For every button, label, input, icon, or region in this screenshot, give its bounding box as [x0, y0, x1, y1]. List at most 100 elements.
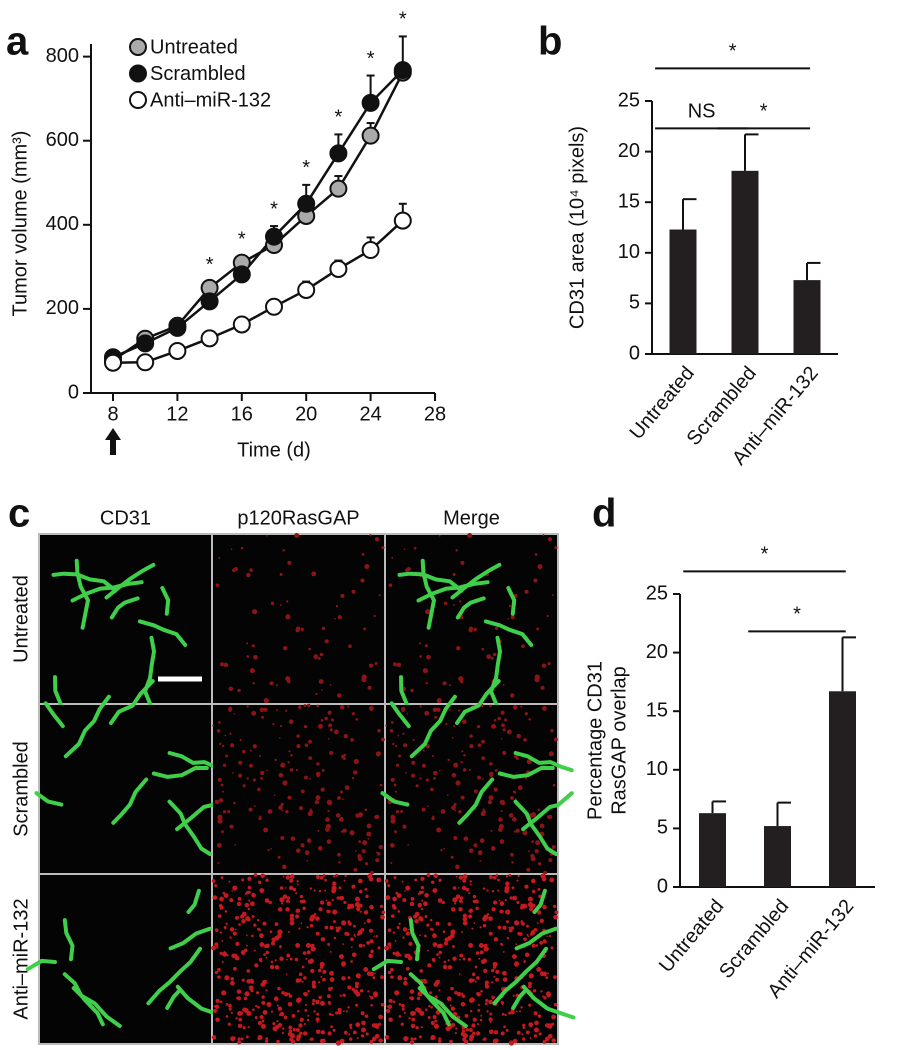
red-signal: [415, 1026, 419, 1030]
red-signal: [436, 827, 442, 833]
red-signal: [241, 978, 245, 982]
y-axis-label: Tumor volume (mm³): [9, 131, 31, 317]
red-signal: [332, 1028, 336, 1032]
red-signal: [533, 927, 538, 932]
red-signal: [443, 847, 445, 850]
red-signal: [259, 933, 264, 939]
red-signal: [332, 909, 338, 915]
red-signal: [223, 926, 227, 929]
red-signal: [265, 989, 268, 992]
red-signal: [517, 874, 520, 878]
data-point: [232, 265, 251, 284]
red-signal: [510, 796, 514, 800]
significance-star: *: [270, 198, 278, 220]
red-signal: [539, 918, 544, 923]
red-signal: [279, 897, 285, 903]
red-signal: [430, 1020, 435, 1026]
red-signal: [533, 578, 538, 583]
red-signal: [318, 723, 324, 729]
green-vessel: [63, 694, 111, 759]
red-signal: [250, 901, 255, 907]
red-signal: [307, 990, 310, 993]
red-signal: [328, 723, 332, 728]
red-signal: [360, 1034, 365, 1038]
red-signal: [369, 995, 371, 998]
red-signal: [479, 926, 482, 929]
red-signal: [381, 546, 385, 550]
red-signal: [211, 879, 216, 883]
red-signal: [489, 762, 493, 766]
y-tick-label: 10: [646, 758, 668, 780]
red-signal: [367, 990, 370, 993]
green-vessel: [513, 751, 574, 773]
red-signal: [282, 875, 285, 878]
red-signal: [504, 1013, 507, 1017]
red-signal: [261, 1000, 266, 1005]
micrograph: [211, 873, 386, 1046]
red-signal: [304, 850, 310, 856]
red-signal: [552, 783, 556, 787]
red-signal: [320, 900, 325, 905]
green-vessel: [497, 765, 555, 779]
red-signal: [430, 787, 434, 792]
red-signal: [482, 808, 485, 811]
red-signal: [343, 879, 346, 882]
red-signal: [529, 1037, 532, 1039]
red-signal: [335, 928, 340, 933]
red-signal: [295, 997, 302, 1003]
red-signal: [489, 704, 492, 708]
data-point: [136, 353, 155, 372]
red-signal: [528, 973, 534, 979]
red-signal: [514, 920, 520, 926]
red-signal: [548, 934, 552, 938]
red-signal: [487, 799, 493, 805]
red-signal: [374, 537, 380, 542]
red-signal: [458, 875, 464, 880]
red-signal: [432, 942, 438, 947]
red-signal: [305, 942, 311, 949]
red-signal: [301, 980, 304, 983]
red-signal: [418, 934, 421, 937]
red-signal: [449, 1004, 452, 1007]
red-signal: [370, 949, 374, 954]
red-signal: [361, 849, 366, 854]
red-signal: [481, 647, 484, 651]
red-signal: [394, 990, 400, 996]
red-signal: [318, 981, 321, 984]
red-signal: [451, 805, 456, 810]
red-signal: [245, 934, 248, 937]
red-signal: [307, 811, 313, 817]
red-signal: [296, 734, 300, 738]
red-signal: [363, 967, 369, 972]
red-signal: [548, 814, 553, 820]
red-signal: [526, 933, 529, 936]
data-point: [104, 353, 122, 372]
red-signal: [505, 1028, 509, 1032]
red-signal: [251, 892, 256, 898]
red-signal: [321, 689, 323, 691]
red-signal: [287, 560, 292, 565]
red-signal: [314, 799, 320, 805]
red-signal: [468, 848, 474, 853]
red-signal: [395, 810, 400, 814]
red-signal: [483, 946, 489, 952]
micrograph: [371, 873, 576, 1046]
red-signal: [315, 1029, 321, 1035]
red-signal: [460, 761, 463, 764]
red-signal: [532, 929, 535, 932]
red-signal: [354, 896, 361, 902]
red-signal: [430, 1037, 433, 1041]
red-signal: [306, 859, 309, 862]
red-signal: [408, 941, 413, 946]
red-signal: [289, 957, 293, 961]
red-signal: [347, 985, 352, 990]
red-signal: [257, 1020, 262, 1026]
red-signal: [526, 924, 529, 928]
red-signal: [350, 738, 354, 742]
red-signal: [542, 904, 547, 910]
red-signal: [417, 902, 423, 908]
data-point: [393, 211, 412, 230]
red-signal: [423, 980, 428, 984]
y-tick-label: 20: [618, 140, 640, 162]
